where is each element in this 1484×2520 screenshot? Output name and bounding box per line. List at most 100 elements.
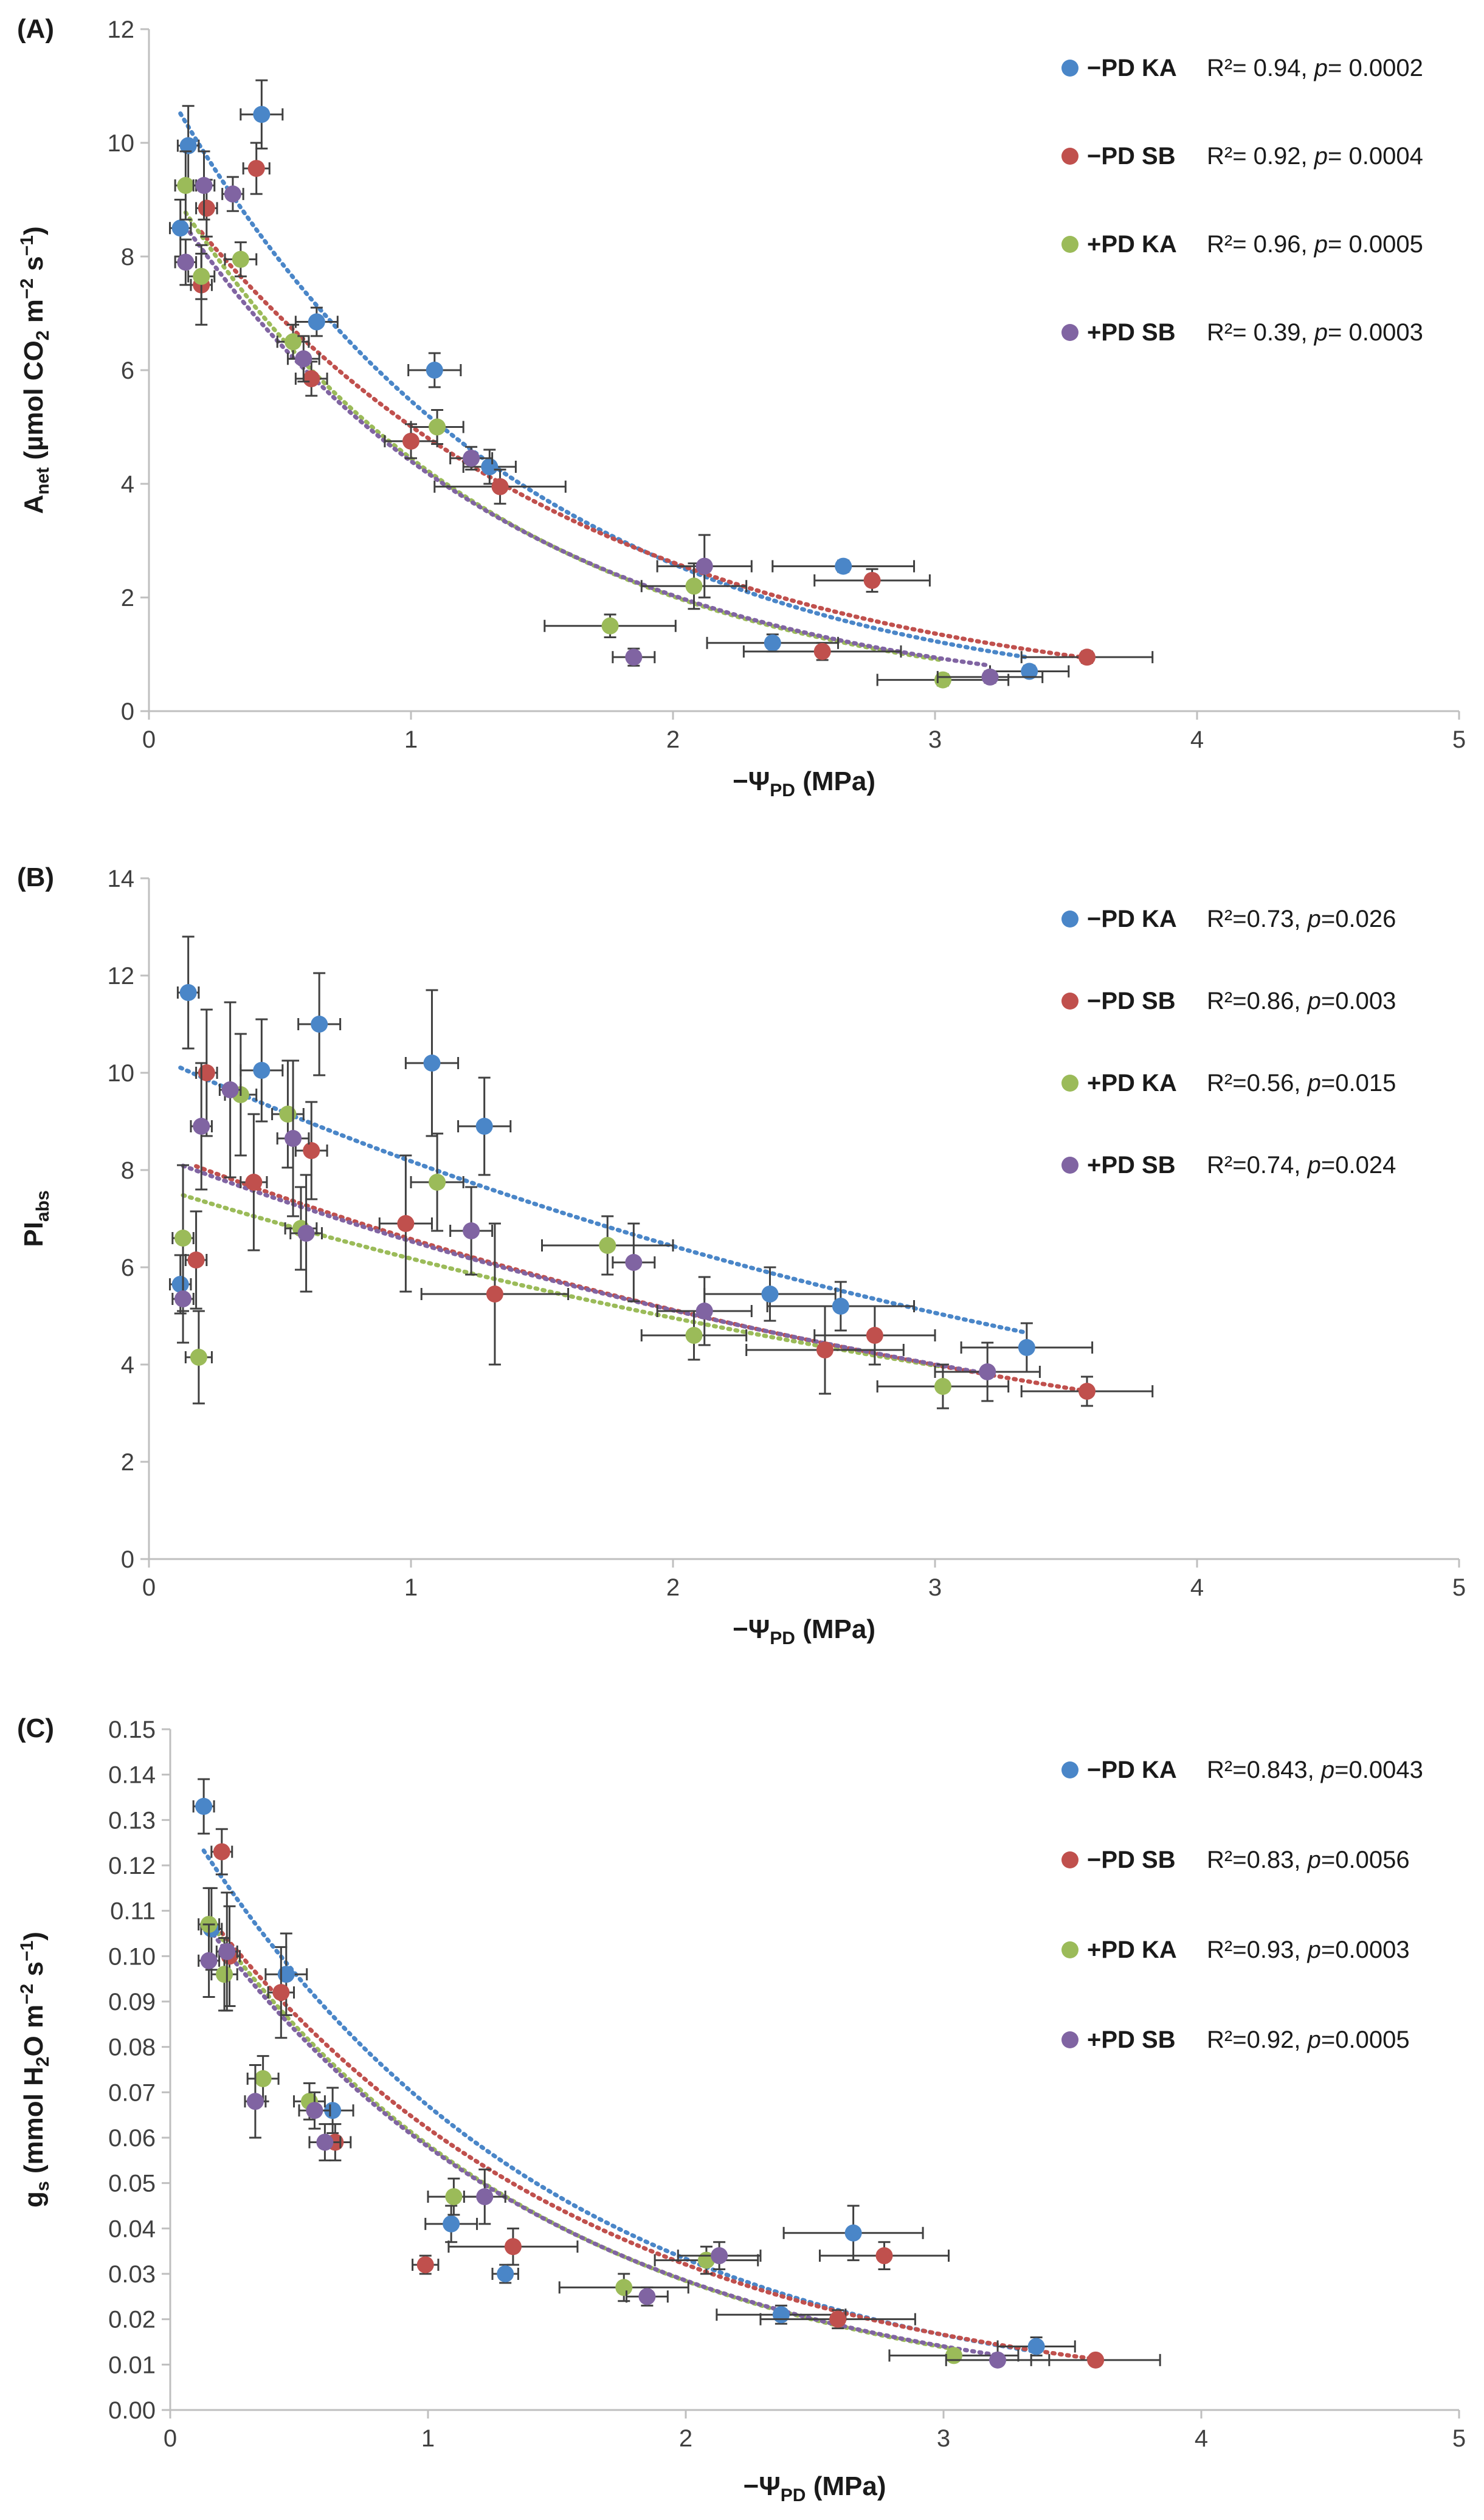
data-point (463, 449, 480, 467)
legend-name: +PD SB (1087, 1152, 1176, 1179)
x-tick-label: 3 (937, 2425, 950, 2452)
legend-name: −PD SB (1087, 1847, 1176, 1873)
data-point (695, 557, 713, 575)
y-tick-label: 0.01 (108, 2352, 156, 2378)
series-3 (174, 150, 1044, 686)
data-point (445, 2188, 463, 2206)
data-point (416, 2256, 434, 2274)
y-tick-label: 4 (121, 1352, 134, 1379)
trendline-1 (199, 230, 1089, 660)
legend-name: −PD SB (1087, 143, 1176, 170)
y-tick-label: 12 (108, 963, 135, 990)
x-tick-label: 5 (1452, 726, 1466, 753)
y-tick-label: 4 (121, 471, 134, 498)
legend: −PD KA R²=0.73, p=0.026 −PD SB R²=0.86, p=0… (1061, 906, 1396, 1179)
data-point (303, 370, 320, 388)
trendline-1 (219, 1930, 1098, 2361)
y-tick-label: 0.04 (108, 2215, 156, 2242)
data-point (1018, 1339, 1035, 1356)
data-point (174, 1290, 192, 1307)
trendline-3 (207, 1926, 1000, 2358)
data-point (245, 1174, 263, 1191)
y-tick-label: 10 (108, 1060, 135, 1087)
data-point (875, 2247, 893, 2265)
legend-stat: R²=0.843, p=0.0043 (1207, 1757, 1423, 1783)
y-tick-label: 0.08 (108, 2034, 156, 2061)
legend-stat: R²= 0.94, p= 0.0002 (1207, 55, 1423, 81)
y-tick-label: 6 (121, 1255, 134, 1281)
legend-marker (1061, 1157, 1078, 1174)
data-point (475, 1118, 493, 1135)
data-point (198, 199, 215, 217)
data-point (308, 313, 325, 331)
y-tick-label: 0.07 (108, 2079, 156, 2106)
data-point (476, 2188, 494, 2206)
y-tick-label: 2 (121, 1449, 134, 1476)
y-tick-label: 0.02 (108, 2307, 156, 2333)
legend: −PD KA R²=0.843, p=0.0043 −PD SB R²=0.83, p… (1061, 1757, 1423, 2053)
trendline-1 (194, 1164, 1089, 1394)
series-3 (198, 1892, 1051, 2369)
data-point (497, 2265, 514, 2282)
data-point (772, 2306, 790, 2324)
x-tick-label: 0 (142, 726, 156, 753)
data-point (934, 1378, 951, 1395)
y-tick-label: 0 (121, 1546, 134, 1573)
data-point (397, 1215, 415, 1232)
x-tick-label: 3 (928, 1574, 942, 1601)
data-point (599, 1237, 616, 1254)
y-tick-label: 6 (121, 357, 134, 384)
series-2 (198, 1887, 1020, 2364)
series-0 (192, 1778, 1076, 2356)
data-point (253, 1062, 271, 1079)
data-point (253, 106, 271, 123)
trendline-0 (178, 1065, 1029, 1335)
data-point (934, 671, 951, 689)
data-point (246, 2093, 264, 2110)
legend-marker (1061, 1851, 1078, 1868)
data-point (311, 1016, 328, 1033)
data-point (764, 634, 781, 652)
trendline-0 (201, 1848, 1039, 2354)
series-2 (174, 150, 1010, 689)
data-point (190, 1349, 207, 1366)
legend-name: −PD SB (1087, 988, 1176, 1014)
data-point (195, 1797, 213, 1815)
y-axis-label: PIabs (19, 1190, 53, 1247)
data-point (426, 362, 443, 379)
data-point (601, 617, 619, 635)
data-point (945, 2347, 962, 2364)
data-point (177, 253, 195, 271)
legend-marker (1061, 148, 1078, 165)
x-tick-label: 1 (404, 726, 418, 753)
data-point (221, 1081, 239, 1098)
data-point (625, 1254, 643, 1271)
data-point (1021, 663, 1038, 680)
x-tick-label: 4 (1190, 726, 1204, 753)
data-point (1078, 1383, 1096, 1400)
legend-marker (1061, 993, 1078, 1010)
data-point (625, 649, 643, 666)
x-tick-label: 1 (421, 2425, 435, 2452)
legend-stat: R²=0.83, p=0.0056 (1207, 1847, 1410, 1873)
data-point (463, 1222, 480, 1239)
legend-stat: R²= 0.92, p= 0.0004 (1207, 143, 1423, 170)
panel-label: (C) (17, 1713, 54, 1743)
series-1 (210, 1828, 1161, 2369)
data-point (177, 177, 195, 195)
series-3 (171, 1001, 1041, 1402)
trendline-2 (183, 210, 945, 663)
series-1 (184, 1008, 1154, 1407)
legend-stat: R²= 0.96, p= 0.0005 (1207, 231, 1423, 258)
y-tick-label: 0.06 (108, 2125, 156, 2152)
legend-marker (1061, 1941, 1078, 1958)
y-tick-label: 2 (121, 585, 134, 611)
legend-stat: R²= 0.39, p= 0.0003 (1207, 319, 1423, 346)
data-point (285, 1130, 302, 1147)
legend-stat: R²=0.56, p=0.015 (1207, 1070, 1396, 1096)
data-point (429, 418, 446, 436)
data-point (316, 2133, 334, 2151)
legend-name: −PD KA (1087, 1757, 1177, 1783)
